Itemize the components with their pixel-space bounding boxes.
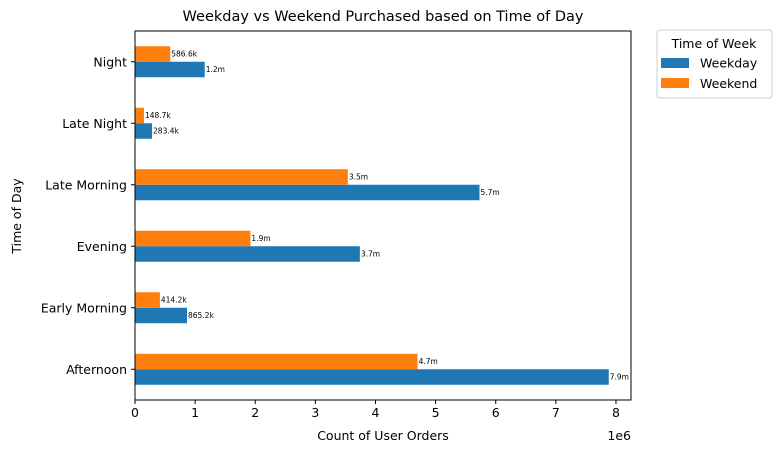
bar-weekend-night	[135, 46, 171, 62]
y-tick-label-night: Night	[93, 54, 127, 69]
x-tick-label-3: 3	[311, 405, 319, 420]
legend: Time of Week Weekday Weekend	[656, 29, 773, 99]
x-tick-label-0: 0	[131, 405, 139, 420]
x-tick-label-7: 7	[552, 405, 560, 420]
bar-weekend-evening	[135, 230, 251, 247]
chart-title: Weekday vs Weekend Purchased based on Ti…	[183, 9, 584, 25]
bar-label-weekend-night: 586.6k	[171, 50, 197, 59]
bar-label-weekday-afternoon: 7.9m	[610, 373, 629, 382]
bar-weekend-early-morning	[135, 292, 160, 308]
y-tick-label-early-morning: Early Morning	[41, 300, 127, 315]
y-tick-label-afternoon: Afternoon	[66, 362, 127, 377]
bar-label-weekday-evening: 3.7m	[361, 250, 380, 259]
legend-label-weekday: Weekday	[700, 56, 758, 71]
bar-weekday-late-night	[135, 123, 153, 139]
bar-label-weekday-night: 1.2m	[206, 65, 225, 74]
bar-weekday-late-morning	[135, 184, 480, 201]
legend-swatch-weekday	[661, 58, 689, 68]
bar-weekday-afternoon	[135, 369, 609, 385]
bar-label-weekend-early-morning: 414.2k	[161, 296, 187, 305]
bar-weekday-early-morning	[135, 307, 188, 324]
legend-swatch-weekend	[661, 78, 689, 88]
bar-weekday-evening	[135, 246, 360, 262]
bar-label-weekday-late-morning: 5.7m	[480, 188, 499, 197]
y-axis-label: Time of Day	[9, 178, 24, 255]
bar-label-weekend-evening: 1.9m	[251, 234, 270, 243]
bar-weekend-late-night	[135, 107, 144, 124]
x-tick-label-5: 5	[432, 405, 440, 420]
x-tick-label-2: 2	[251, 405, 259, 420]
bar-label-weekend-late-morning: 3.5m	[349, 173, 368, 182]
bar-label-weekday-early-morning: 865.2k	[188, 311, 214, 320]
legend-title: Time of Week	[671, 36, 758, 51]
bar-label-weekend-late-night: 148.7k	[145, 111, 171, 120]
x-axis-label: Count of User Orders	[317, 428, 449, 443]
plot-frame	[134, 30, 632, 401]
x-tick-label-1: 1	[191, 405, 199, 420]
y-tick-label-evening: Evening	[77, 239, 127, 254]
x-tick-label-8: 8	[612, 405, 620, 420]
legend-label-weekend: Weekend	[700, 76, 757, 91]
bar-label-weekday-late-night: 283.4k	[153, 127, 179, 136]
x-tick-label-6: 6	[492, 405, 500, 420]
x-axis-offset-text: 1e6	[607, 428, 631, 443]
bar-weekend-afternoon	[135, 353, 418, 370]
y-tick-label-late-morning: Late Morning	[45, 177, 127, 192]
bar-weekend-late-morning	[135, 169, 348, 185]
y-tick-label-late-night: Late Night	[62, 116, 127, 131]
bar-weekday-night	[135, 61, 205, 78]
bar-label-weekend-afternoon: 4.7m	[419, 357, 438, 366]
x-tick-label-4: 4	[372, 405, 380, 420]
